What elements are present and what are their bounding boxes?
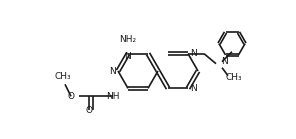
Text: N: N <box>190 84 197 93</box>
Text: NH: NH <box>107 92 120 101</box>
Text: N: N <box>221 57 228 66</box>
Text: N: N <box>125 52 131 61</box>
Text: N: N <box>109 66 116 75</box>
Text: O: O <box>86 106 92 115</box>
Text: CH₃: CH₃ <box>55 72 71 81</box>
Text: O: O <box>68 92 75 101</box>
Text: N: N <box>190 49 197 58</box>
Text: NH₂: NH₂ <box>120 35 136 44</box>
Text: CH₃: CH₃ <box>226 73 242 82</box>
